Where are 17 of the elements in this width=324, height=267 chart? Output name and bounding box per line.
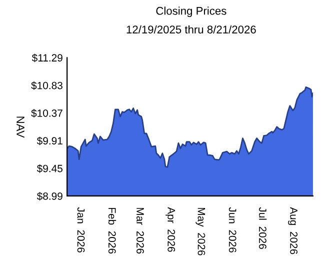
y-tick-label: $9.45 <box>36 164 62 173</box>
y-tick-label: $10.37 <box>31 109 62 118</box>
y-tick-label: $8.99 <box>36 192 62 200</box>
y-axis-title: NAV <box>16 116 24 138</box>
x-tick-label: May 2026 <box>196 208 206 256</box>
x-tick-label: Apr 2026 <box>166 207 176 252</box>
x-tick-label: Jun 2026 <box>228 207 236 252</box>
y-tick-label: $11.29 <box>32 54 62 62</box>
chart-subtitle: 12/19/2025 thru 8/21/2026 <box>126 25 256 34</box>
x-tick-label: Jan 2026 <box>77 207 85 252</box>
x-tick-label: Aug 2026 <box>288 207 298 254</box>
y-tick-label: $9.91 <box>36 136 62 146</box>
x-tick-label: Feb 2026 <box>108 208 116 254</box>
chart-title: Closing Prices <box>156 6 226 17</box>
x-tick-label: Mar 2026 <box>136 208 144 254</box>
x-tick-label: Jul 2026 <box>258 207 267 249</box>
y-tick-label: $10.83 <box>31 81 62 90</box>
